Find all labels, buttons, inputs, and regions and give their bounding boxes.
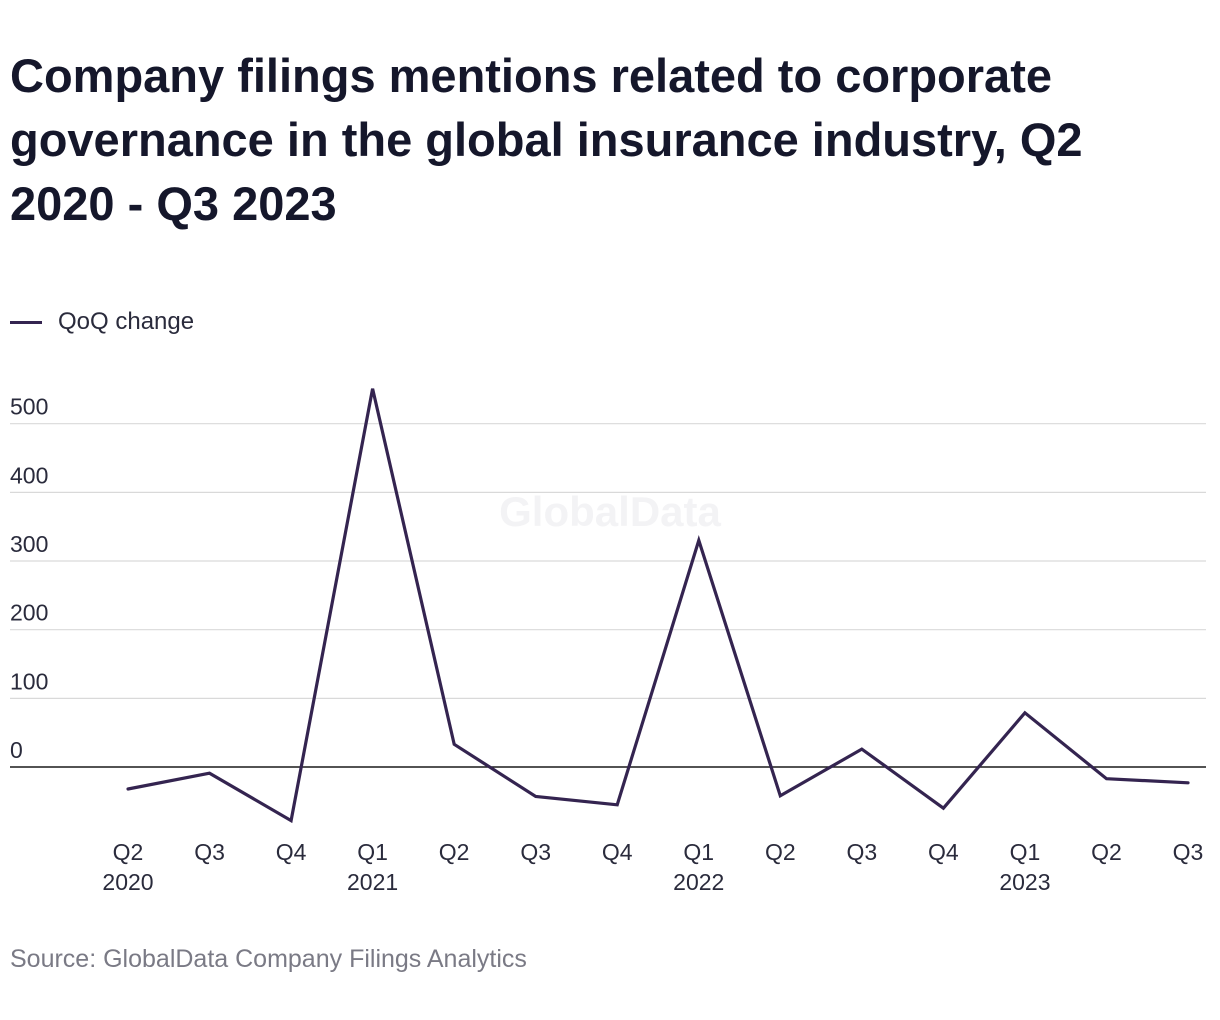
x-tick-label: Q2 — [113, 839, 144, 865]
series-layer — [126, 388, 1190, 824]
series-line-qoq-change — [126, 388, 1190, 824]
x-tick-label: Q3 — [1173, 839, 1204, 865]
chart-title: Company filings mentions related to corp… — [10, 49, 1083, 230]
x-tick-year-label: 2021 — [347, 869, 398, 895]
x-tick-year-label: 2023 — [999, 869, 1050, 895]
x-tick-label: Q4 — [928, 839, 959, 865]
y-tick-label: 100 — [10, 668, 48, 694]
x-tick-label: Q4 — [276, 839, 307, 865]
source-note: Source: GlobalData Company Filings Analy… — [10, 945, 527, 973]
x-tick-year-label: 2022 — [673, 869, 724, 895]
axis: 0 100 200 300 400 500 — [10, 394, 1206, 768]
x-tick-label: Q1 — [1010, 839, 1041, 865]
x-tick-label: Q1 — [357, 839, 388, 865]
legend-label: QoQ change — [58, 308, 195, 335]
watermark: GlobalData — [499, 488, 721, 535]
x-tick-label: Q1 — [683, 839, 714, 865]
gridlines — [10, 423, 1206, 699]
x-tick-label: Q3 — [194, 839, 225, 865]
x-tick-year-label: 2020 — [102, 869, 153, 895]
x-tick-label: Q2 — [439, 839, 470, 865]
x-tick-label: Q3 — [520, 839, 551, 865]
line-chart: GlobalData 0 100 200 300 400 500 Q2 2020 Q3 Q4 Q1… — [10, 388, 1206, 895]
x-tick-label: Q3 — [847, 839, 878, 865]
y-tick-label: 200 — [10, 600, 48, 626]
y-tick-label: 400 — [10, 462, 48, 488]
y-tick-label: 0 — [10, 737, 23, 763]
x-tick-label: Q4 — [602, 839, 633, 865]
x-tick-labels: Q2 2020 Q3 Q4 Q1 2021 Q2 Q3 Q4 Q1 2022 Q2 Q3 Q4 Q1 2023… — [102, 839, 1203, 895]
y-tick-label: 300 — [10, 531, 48, 557]
y-tick-label: 500 — [10, 394, 48, 420]
legend-swatch — [10, 320, 42, 324]
x-tick-label: Q2 — [765, 839, 796, 865]
legend: QoQ change — [10, 305, 194, 339]
x-tick-label: Q2 — [1091, 839, 1122, 865]
